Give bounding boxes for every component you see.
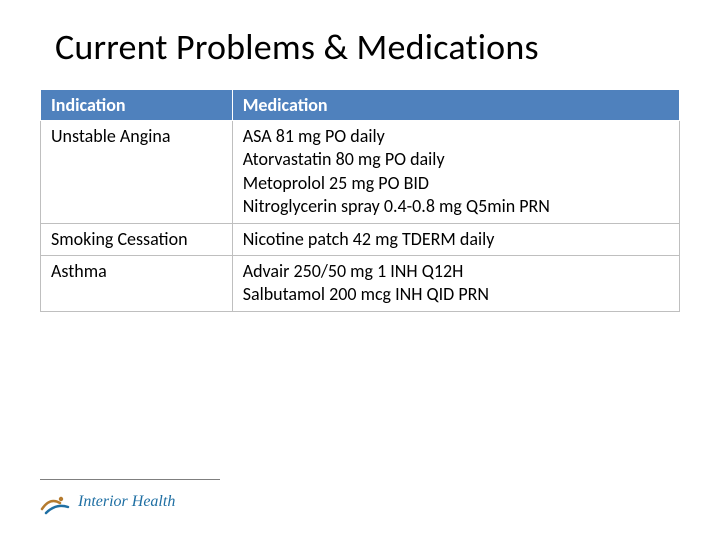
logo-mark-icon: [40, 489, 70, 515]
page-title: Current Problems & Medications: [0, 0, 720, 89]
col-header-indication: Indication: [41, 90, 233, 121]
cell-medication: Advair 250/50 mg 1 INH Q12HSalbutamol 20…: [232, 255, 679, 311]
logo-text: Interior Health: [78, 493, 175, 511]
cell-medication: Nicotine patch 42 mg TDERM daily: [232, 223, 679, 255]
logo-divider: [40, 479, 220, 480]
cell-indication: Smoking Cessation: [41, 223, 233, 255]
table-header-row: Indication Medication: [41, 90, 680, 121]
table-row: Smoking Cessation Nicotine patch 42 mg T…: [41, 223, 680, 255]
col-header-medication: Medication: [232, 90, 679, 121]
cell-indication: Unstable Angina: [41, 121, 233, 224]
table-row: Asthma Advair 250/50 mg 1 INH Q12HSalbut…: [41, 255, 680, 311]
cell-medication: ASA 81 mg PO dailyAtorvastatin 80 mg PO …: [232, 121, 679, 224]
medications-table: Indication Medication Unstable Angina AS…: [40, 89, 680, 312]
cell-indication: Asthma: [41, 255, 233, 311]
org-logo: Interior Health: [40, 489, 175, 515]
medications-table-container: Indication Medication Unstable Angina AS…: [0, 89, 720, 312]
table-row: Unstable Angina ASA 81 mg PO dailyAtorva…: [41, 121, 680, 224]
